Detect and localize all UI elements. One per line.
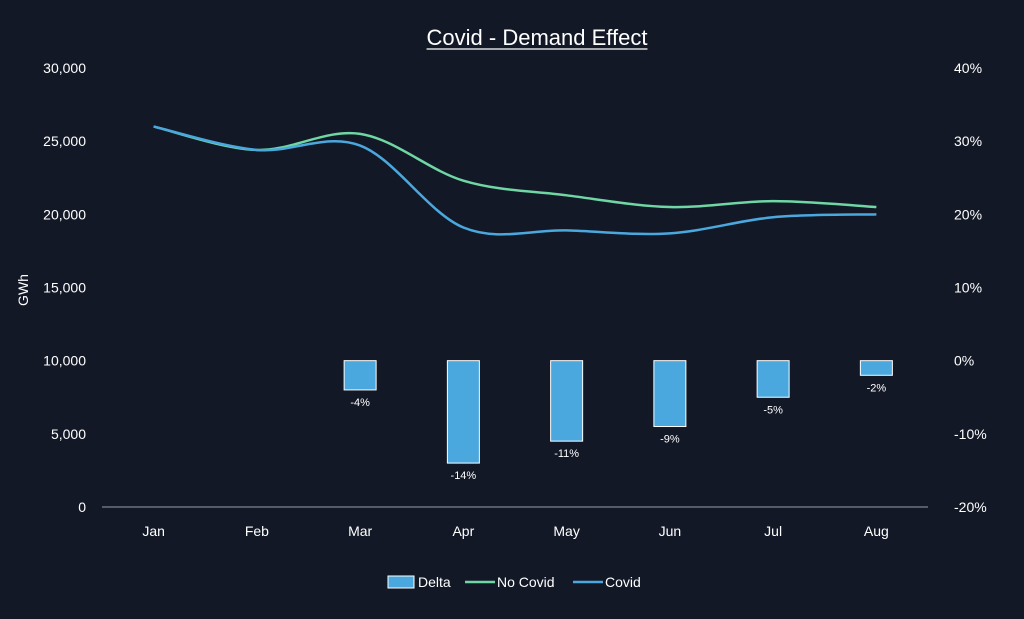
delta-bar <box>859 360 893 376</box>
x-axis-tick-label: Mar <box>348 523 372 539</box>
y-axis-tick-label: 20,000 <box>43 206 86 222</box>
legend-label-no-covid: No Covid <box>497 574 555 590</box>
x-axis-tick-label: Feb <box>245 523 269 539</box>
no-covid-line <box>153 125 877 209</box>
delta-data-label: -5% <box>763 404 783 416</box>
delta-bar <box>756 360 790 398</box>
y-axis-tick-label: 15,000 <box>43 280 86 296</box>
y-axis-tick-label: 25,000 <box>43 133 86 149</box>
delta-data-label: -2% <box>867 382 887 394</box>
y2-axis-tick-label: 20% <box>954 206 982 222</box>
y-axis-tick-label: 5,000 <box>51 426 86 442</box>
y2-axis-tick-label: 10% <box>954 280 982 296</box>
y2-axis-tick-label: -10% <box>954 426 987 442</box>
y-axis-tick-label: 0 <box>78 499 86 515</box>
legend-label-covid: Covid <box>605 574 641 590</box>
x-axis-tick-label: Apr <box>452 523 474 539</box>
delta-data-label: -9% <box>660 434 680 446</box>
delta-data-label: -14% <box>451 470 477 482</box>
x-axis-tick-label: Jun <box>659 523 682 539</box>
delta-bar <box>343 360 377 391</box>
y2-axis-tick-label: 40% <box>954 60 982 76</box>
delta-data-label: -4% <box>350 397 370 409</box>
legend-label-delta: Delta <box>418 574 451 590</box>
delta-bar <box>550 360 584 442</box>
delta-bar <box>653 360 687 428</box>
y-axis-tick-label: 10,000 <box>43 353 86 369</box>
x-axis-tick-label: May <box>553 523 579 539</box>
covid-line <box>153 125 877 236</box>
x-axis-tick-label: Aug <box>864 523 889 539</box>
y-axis-tick-label: 30,000 <box>43 60 86 76</box>
y2-axis-tick-label: 0% <box>954 353 974 369</box>
x-axis-tick-label: Jan <box>142 523 165 539</box>
delta-bar <box>446 360 480 464</box>
y-axis-label: GWh <box>15 274 31 306</box>
legend-swatch-delta <box>387 575 415 589</box>
x-axis-tick-label: Jul <box>764 523 782 539</box>
y2-axis-tick-label: -20% <box>954 499 987 515</box>
y2-axis-tick-label: 30% <box>954 133 982 149</box>
delta-data-label: -11% <box>554 448 579 460</box>
chart-title: Covid - Demand Effect <box>427 25 648 50</box>
